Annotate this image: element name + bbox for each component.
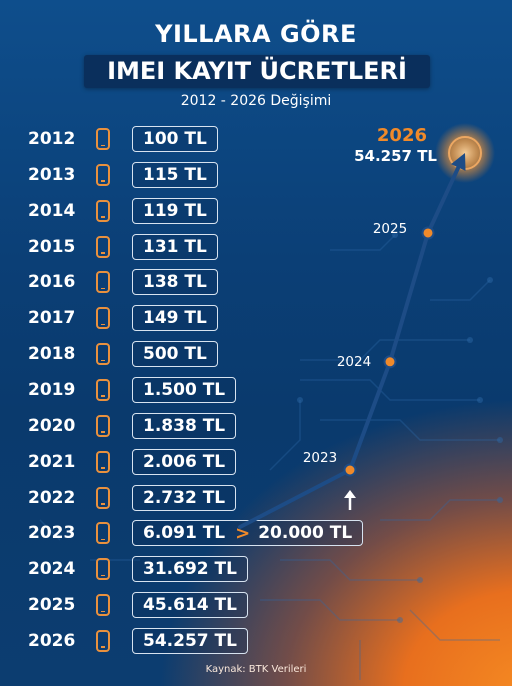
fee-value-updated: 20.000 TL	[258, 523, 353, 544]
year-row: 2012 100 TL	[28, 124, 218, 154]
smartphone-icon	[96, 378, 110, 401]
year-label: 2015	[28, 236, 76, 257]
smartphone-icon	[96, 522, 110, 545]
smartphone-icon	[96, 163, 110, 186]
point-label-2024: 2024	[337, 354, 371, 370]
point-label-2025: 2025	[373, 221, 407, 237]
fee-value-box: 100 TL	[132, 126, 218, 152]
year-label: 2014	[28, 200, 76, 221]
fee-value-box: 119 TL	[132, 197, 218, 224]
year-row: 2019 1.500 TL	[28, 375, 237, 405]
smartphone-icon	[96, 450, 110, 473]
year-row: 2015 131 TL	[28, 232, 218, 262]
fee-value: 2.732 TL	[143, 487, 226, 508]
year-row: 2022 2.732 TL	[28, 483, 237, 513]
year-row: 2020 1.838 TL	[28, 411, 237, 441]
smartphone-icon	[96, 271, 110, 294]
fee-value-box: 1.838 TL	[132, 412, 237, 439]
chart-subtitle: 2012 - 2026 Değişimi	[180, 93, 332, 109]
endpoint-value-label: 54.257 TL	[354, 147, 437, 165]
fee-value: 1.838 TL	[143, 415, 226, 436]
year-label: 2024	[28, 559, 76, 580]
fee-value-box: 2.006 TL	[132, 448, 237, 475]
year-label: 2020	[28, 415, 76, 436]
smartphone-icon	[96, 558, 110, 581]
fee-value: 149 TL	[143, 308, 207, 329]
year-label: 2026	[28, 630, 76, 651]
smartphone-icon	[96, 414, 110, 437]
year-row: 2013 115 TL	[28, 160, 218, 190]
fee-value-box: 2.732 TL	[132, 484, 237, 511]
fee-value: 54.257 TL	[143, 630, 237, 651]
point-label-2023: 2023	[303, 450, 337, 466]
smartphone-icon	[96, 486, 110, 509]
smartphone-icon	[96, 235, 110, 258]
smartphone-icon	[96, 629, 110, 652]
fee-value: 45.614 TL	[143, 595, 237, 616]
year-label: 2019	[28, 379, 76, 400]
fee-value: 2.006 TL	[143, 451, 226, 472]
smartphone-icon	[96, 343, 110, 366]
fee-value-box: 500 TL	[132, 341, 218, 368]
smartphone-icon	[96, 199, 110, 222]
year-label: 2023	[28, 523, 76, 544]
year-label: 2022	[28, 487, 76, 508]
fee-value-box: 31.692 TL	[132, 556, 248, 583]
fee-value: 6.091 TL	[143, 523, 226, 544]
fee-value-box: 131 TL	[132, 233, 218, 260]
chart-title-line2: IMEI KAYIT ÜCRETLERİ	[107, 57, 407, 85]
data-point-2023	[343, 463, 357, 477]
source-note: Kaynak: BTK Verileri	[205, 664, 307, 675]
fee-value-box: 45.614 TL	[132, 592, 248, 619]
fee-value-box: 138 TL	[132, 269, 218, 296]
year-row: 2016 138 TL	[28, 267, 218, 297]
chart-title-line1: YILLARA GÖRE	[155, 20, 357, 48]
year-label: 2016	[28, 272, 76, 293]
year-row: 2021 2.006 TL	[28, 447, 237, 477]
smartphone-icon	[96, 594, 110, 617]
fee-value-box: 115 TL	[132, 161, 218, 188]
year-row: 2017 149 TL	[28, 303, 218, 333]
year-label: 2021	[28, 451, 76, 472]
year-label: 2018	[28, 344, 76, 365]
data-point-2025	[421, 226, 435, 240]
fee-value: 131 TL	[143, 236, 207, 257]
year-label: 2012	[28, 129, 76, 149]
fee-value-box: 54.257 TL	[132, 627, 248, 654]
year-row: 2025 45.614 TL	[28, 590, 248, 620]
series-line-segment	[388, 230, 430, 364]
fee-value: 115 TL	[143, 164, 207, 185]
arrow-head-icon	[451, 153, 466, 171]
year-row: 2018 500 TL	[28, 339, 218, 369]
data-point-2024	[383, 355, 397, 369]
year-row: 2024 31.692 TL	[28, 554, 248, 584]
smartphone-icon	[96, 128, 110, 150]
fee-value: 138 TL	[143, 272, 207, 293]
smartphone-icon	[96, 307, 110, 330]
fee-value-box: 149 TL	[132, 305, 218, 332]
fee-value: 500 TL	[143, 344, 207, 365]
year-row: 2026 54.257 TL	[28, 626, 248, 656]
year-label: 2025	[28, 595, 76, 616]
series-line-segment	[348, 359, 392, 472]
lead-in-segment	[238, 468, 352, 529]
arrow-up-icon	[344, 490, 356, 498]
year-label: 2017	[28, 308, 76, 329]
fee-value: 100 TL	[143, 129, 207, 149]
fee-value: 119 TL	[143, 200, 207, 221]
year-row: 2014 119 TL	[28, 196, 218, 226]
series-line-segment	[426, 160, 463, 235]
fee-value: 31.692 TL	[143, 559, 237, 580]
year-label: 2013	[28, 164, 76, 185]
title-highlight-box	[84, 55, 430, 88]
fee-value-box: 1.500 TL	[132, 376, 237, 403]
fee-value: 1.500 TL	[143, 379, 226, 400]
endpoint-year-label: 2026	[377, 125, 427, 146]
